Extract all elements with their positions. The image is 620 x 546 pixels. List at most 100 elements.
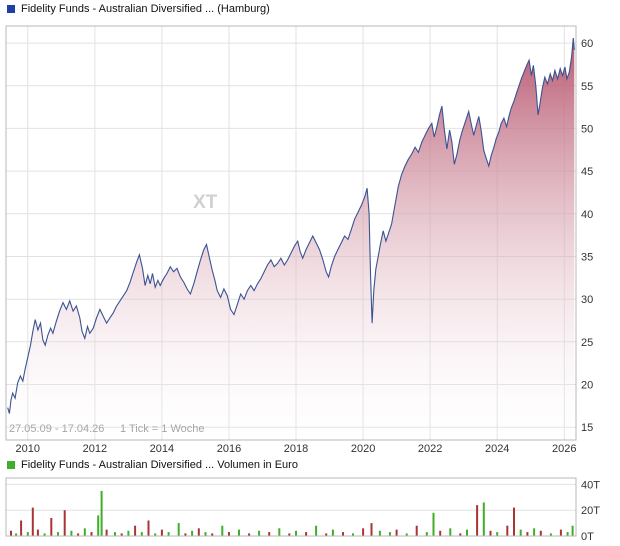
volume-bar <box>10 530 12 536</box>
price-area <box>7 38 575 440</box>
y-tick-label: 20 <box>581 380 593 392</box>
volume-bar <box>221 525 224 536</box>
volume-bar <box>154 533 157 536</box>
volume-bar <box>70 530 73 536</box>
x-tick-label: 2012 <box>83 443 107 455</box>
volume-bar <box>533 528 536 536</box>
x-tick-label: 2010 <box>16 443 40 455</box>
volume-bar <box>295 530 297 536</box>
volume-bar <box>288 533 291 536</box>
volume-bar <box>566 532 569 536</box>
volume-bar <box>43 533 46 536</box>
volume-bar <box>342 532 344 536</box>
volume-bar <box>331 529 334 536</box>
volume-bar <box>31 507 34 536</box>
volume-tick-label: 40T <box>581 479 600 491</box>
x-tick-label: 2026 <box>552 443 576 455</box>
plot-frame <box>5 477 577 537</box>
volume-bar <box>97 515 100 536</box>
watermark: XT <box>193 192 218 213</box>
volume-bar <box>559 529 562 536</box>
x-tick-label: 2018 <box>284 443 308 455</box>
volume-bar <box>439 530 442 536</box>
volume-bar <box>405 533 408 536</box>
volume-bar <box>459 533 462 536</box>
volume-bar <box>432 512 435 536</box>
volume-bar <box>211 533 214 536</box>
volume-bar <box>238 529 240 536</box>
volume-bar <box>395 529 398 536</box>
volume-bar <box>476 505 479 536</box>
y-tick-label: 60 <box>581 38 593 50</box>
volume-bar <box>20 520 23 536</box>
y-tick-label: 35 <box>581 252 593 264</box>
volume-bar <box>147 520 150 536</box>
volume-bar <box>114 532 116 536</box>
volume-bar <box>362 528 365 536</box>
volume-bar <box>105 529 108 536</box>
volume-bar <box>83 528 86 536</box>
volume-bar <box>197 528 200 536</box>
volume-bar <box>100 490 103 536</box>
volume-bar <box>466 529 468 536</box>
y-tick-label: 15 <box>581 422 593 434</box>
volume-bar <box>248 533 251 536</box>
volume-bar <box>496 532 499 536</box>
tick-size-label: 1 Tick = 1 Woche <box>120 423 204 435</box>
y-tick-label: 25 <box>581 337 593 349</box>
plot-frame <box>5 25 577 441</box>
volume-bar <box>140 532 143 536</box>
volume-legend-swatch-icon <box>7 461 15 469</box>
volume-chart: 0T 20T 40T <box>5 477 600 543</box>
price-chart: XT 15 20 25 30 35 40 45 50 55 60 2010 2012 2014 2016 20… <box>5 25 593 455</box>
volume-bar <box>315 525 318 536</box>
volume-bar <box>134 525 137 536</box>
y-tick-label: 50 <box>581 123 593 135</box>
volume-tick-label: 20T <box>581 505 600 517</box>
volume-bar <box>506 525 509 536</box>
volume-bar <box>513 507 515 536</box>
volume-bar <box>278 528 281 536</box>
volume-bar <box>352 533 354 536</box>
volume-bar <box>204 532 207 536</box>
volume-bar <box>258 530 261 536</box>
volume-bar <box>425 532 428 536</box>
x-tick-label: 2022 <box>418 443 442 455</box>
volume-bar <box>26 532 29 536</box>
volume-bar <box>325 533 328 536</box>
y-tick-label: 40 <box>581 209 593 221</box>
volume-bar <box>50 518 53 536</box>
date-range-label: 27.05.09 - 17.04.26 <box>9 423 104 435</box>
price-chart-header: Fidelity Funds - Australian Diversified … <box>0 0 620 18</box>
volume-bar <box>388 532 391 536</box>
volume-chart-title: Fidelity Funds - Australian Diversified … <box>21 459 298 471</box>
x-tick-label: 2016 <box>217 443 241 455</box>
volume-bar <box>120 533 123 536</box>
volume-bar <box>482 502 485 536</box>
volume-bar <box>127 530 130 536</box>
volume-bar <box>184 533 187 536</box>
volume-tick-label: 0T <box>581 531 594 543</box>
volume-bar <box>571 525 574 536</box>
volume-bar <box>526 532 529 536</box>
volume-bar <box>36 529 39 536</box>
price-legend-swatch-icon <box>7 5 15 13</box>
volume-bar <box>15 533 18 536</box>
volume-bar <box>228 532 230 536</box>
volume-bar <box>268 532 271 536</box>
volume-bar <box>449 528 452 536</box>
volume-bar <box>177 523 180 536</box>
volume-bar <box>415 525 418 536</box>
volume-bar <box>305 532 308 536</box>
volume-bar <box>489 530 492 536</box>
volume-bar <box>57 532 59 536</box>
x-tick-label: 2024 <box>485 443 509 455</box>
volume-bar <box>90 532 93 536</box>
y-tick-label: 45 <box>581 166 593 178</box>
x-tick-label: 2014 <box>150 443 174 455</box>
volume-bar <box>160 529 163 536</box>
volume-bar <box>549 533 552 536</box>
x-tick-label: 2020 <box>351 443 375 455</box>
volume-bar <box>63 510 66 536</box>
